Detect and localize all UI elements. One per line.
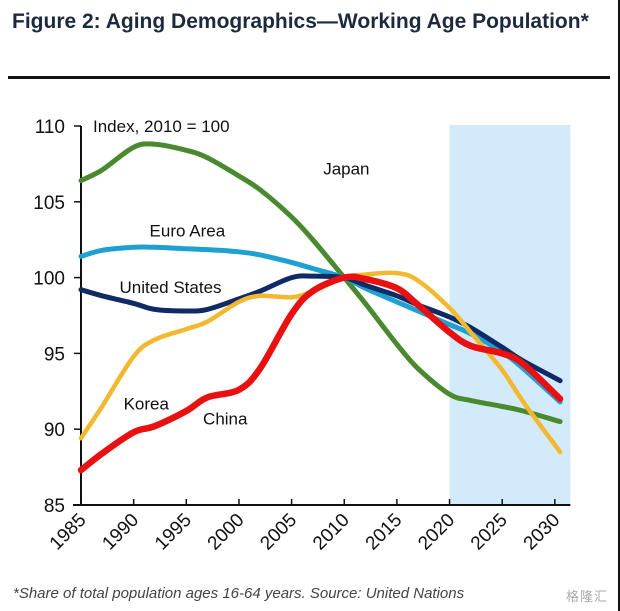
index-annotation: Index, 2010 = 100 — [93, 117, 230, 136]
figure-title: Figure 2: Aging Demographics—Working Age… — [12, 10, 589, 33]
series-line-china — [77, 273, 564, 474]
x-tick-label: 1995 — [151, 510, 196, 555]
x-tick-label: 2020 — [414, 510, 459, 555]
x-tick-label: 2025 — [467, 510, 512, 555]
series-label-china: China — [203, 410, 248, 429]
x-tick-label: 2015 — [362, 510, 407, 555]
x-tick-label: 2030 — [520, 510, 565, 555]
y-tick-label: 110 — [35, 117, 65, 138]
y-tick-label: 100 — [33, 269, 65, 290]
frame-border — [618, 0, 620, 611]
series-label-japan: Japan — [323, 160, 369, 179]
y-tick-label: 95 — [44, 344, 65, 365]
y-tick-label: 105 — [33, 193, 65, 214]
watermark-logo: 格隆汇 — [565, 589, 608, 604]
x-tick-label: 2000 — [204, 510, 249, 555]
y-tick-label: 85 — [44, 496, 65, 517]
series-label-euro-area: Euro Area — [150, 222, 226, 241]
title-rule — [8, 76, 610, 79]
series-label-korea: Korea — [124, 394, 170, 413]
projection-shaded-region — [449, 125, 571, 505]
y-tick-label: 90 — [44, 420, 65, 441]
x-tick-label: 2005 — [256, 510, 301, 555]
x-tick-label: 2010 — [309, 510, 354, 555]
x-tick-label: 1990 — [98, 510, 143, 555]
series-labels: Japan Euro Area United States Korea China — [119, 160, 369, 429]
series-lines — [77, 141, 564, 474]
series-label-united-states: United States — [119, 278, 221, 297]
series-line-united-states — [78, 273, 563, 384]
series-line-japan — [78, 141, 563, 425]
footnote: *Share of total population ages 16-64 ye… — [13, 585, 465, 602]
